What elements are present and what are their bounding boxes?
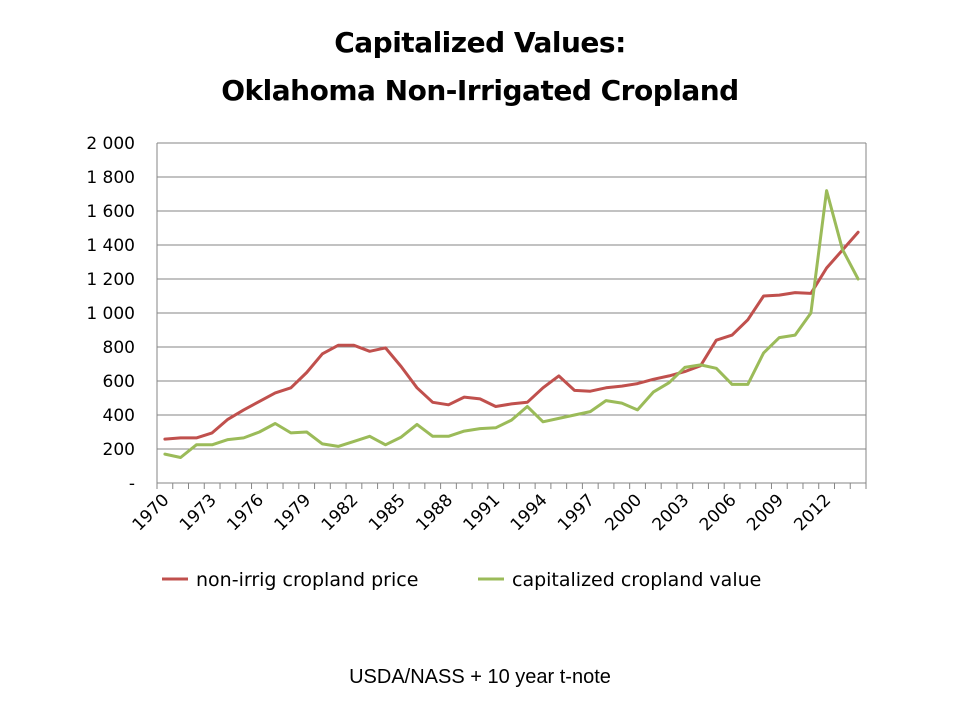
y-tick-label: -	[129, 474, 135, 494]
axes: - 200 400 600 800 1 000 1 200 1 400 1 600 1 800 2 …	[86, 134, 867, 535]
x-tick-label: 1973	[176, 490, 221, 535]
series-line-1	[163, 230, 860, 441]
series-line-2	[163, 189, 860, 459]
series-lines	[163, 189, 860, 459]
source-note: USDA/NASS + 10 year t-note	[349, 666, 611, 688]
x-tick-label: 1997	[554, 490, 599, 535]
y-tick-label: 400	[103, 406, 135, 426]
x-tick-label: 1985	[365, 490, 410, 535]
y-tick-label: 200	[103, 440, 135, 460]
chart-title: Capitalized Values:	[334, 26, 626, 59]
x-tick-label: 2012	[790, 490, 835, 535]
x-tick-label: 2006	[696, 490, 741, 535]
legend-label-2: capitalized cropland value	[512, 569, 761, 591]
y-tick-label: 800	[103, 338, 135, 358]
x-tick-label: 1979	[270, 490, 315, 535]
y-tick-label: 1 400	[86, 236, 135, 256]
chart-subtitle: Oklahoma Non-Irrigated Cropland	[221, 74, 739, 107]
x-tick-label: 1994	[507, 490, 552, 535]
y-tick-label: 1 200	[86, 270, 135, 290]
y-tick-label: 1 600	[86, 202, 135, 222]
y-tick-label: 1 000	[86, 304, 135, 324]
legend-label-1: non-irrig cropland price	[196, 569, 418, 591]
x-tick-label: 2009	[743, 490, 788, 535]
y-tick-label: 1 800	[86, 168, 135, 188]
y-tick-label: 600	[103, 372, 135, 392]
x-tick-label: 1970	[129, 490, 174, 535]
x-tick-label: 2003	[649, 490, 694, 535]
legend: non-irrig cropland price capitalized crop…	[162, 569, 761, 591]
x-tick-label: 1991	[460, 490, 505, 535]
y-tick-label: 2 000	[86, 134, 135, 154]
x-tick-label: 1988	[412, 490, 457, 535]
x-tick-label: 1982	[318, 490, 363, 535]
x-tick-label: 1976	[223, 490, 268, 535]
gridlines	[157, 142, 866, 450]
x-tick-label: 2000	[601, 490, 646, 535]
